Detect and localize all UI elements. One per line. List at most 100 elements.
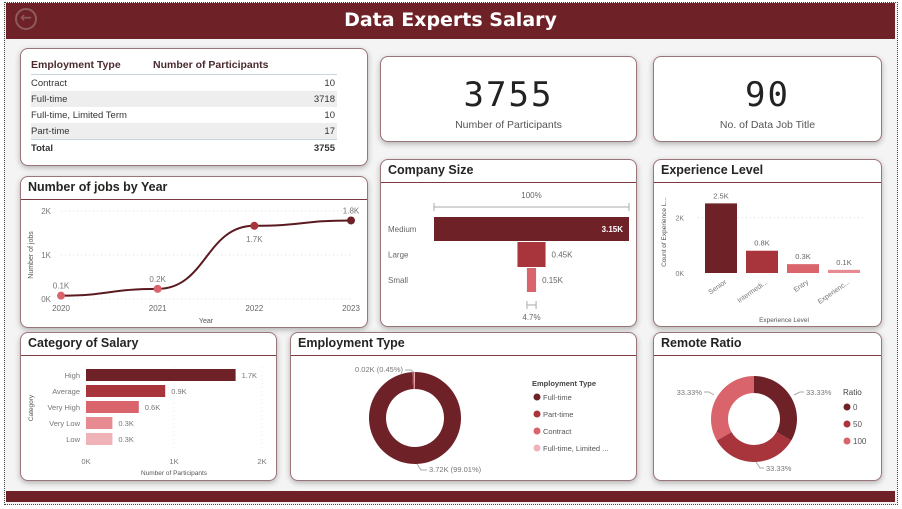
x-tick-label: Senior	[708, 279, 729, 297]
table-row: Contract 10	[31, 75, 337, 91]
legend-marker	[533, 444, 541, 452]
company-size-card: Company Size 100% Medium 3.15K Large 0.45K Sm…	[380, 159, 637, 327]
table-row: Full-time, Limited Term 10	[31, 107, 337, 123]
data-point	[57, 291, 65, 300]
kpi-value: 90	[745, 75, 790, 115]
data-label: 0.1K	[836, 258, 851, 267]
cell-count: 3718	[313, 93, 335, 105]
total-value: 3755	[313, 143, 335, 154]
column-header-employment-type[interactable]: Employment Type	[31, 58, 121, 71]
remote-ratio-card: Remote Ratio 33.33% 33.33% 33.33% Ratio 0 50 1…	[653, 332, 882, 481]
bar	[86, 433, 113, 445]
bar	[705, 203, 737, 273]
donut-slice	[413, 372, 415, 390]
company-size-chart: 100% Medium 3.15K Large 0.45K Small 0.15K 4.7%	[388, 191, 630, 322]
data-label: 2.5K	[713, 191, 728, 200]
data-label: 0.6K	[145, 403, 160, 412]
remote-ratio-chart: 33.33% 33.33% 33.33% Ratio 0 50 100	[677, 376, 867, 473]
data-label: 33.33%	[766, 464, 792, 473]
data-label: 1.7K	[246, 235, 263, 244]
back-arrow-icon[interactable]: ←	[15, 8, 37, 30]
data-label: 0.1K	[53, 282, 70, 291]
jobs-by-year-chart: 0K 1K 2K 2020 2021 2022 2023 Year Number of jobs…	[28, 206, 360, 325]
bar	[86, 417, 113, 429]
header-bar: ← Data Experts Salary	[6, 3, 895, 39]
kpi-value: 3755	[463, 75, 554, 115]
chart-title: Employment Type	[298, 336, 405, 350]
experience-level-card: Experience Level 0K 2K Count of Experience…	[653, 159, 882, 327]
funnel-bar	[434, 217, 629, 241]
x-axis-title: Number of Participants	[141, 470, 208, 477]
legend-item: Part-time	[543, 410, 573, 419]
category-label: Very Low	[49, 419, 80, 428]
title-divider	[291, 355, 636, 356]
data-label: 1.7K	[242, 371, 257, 380]
table-header: Employment Type Number of Participants	[31, 55, 337, 75]
bar	[86, 385, 166, 397]
data-label: 0.3K	[795, 252, 810, 261]
chart-title: Experience Level	[661, 163, 764, 177]
x-tick-label: 2022	[245, 304, 263, 313]
page-title: Data Experts Salary	[344, 9, 557, 31]
cell-type: Full-time	[31, 93, 68, 105]
table-total-row: Total 3755	[31, 139, 337, 157]
chart-title: Company Size	[388, 163, 474, 177]
cell-count: 10	[324, 77, 335, 89]
table-row: Part-time 17	[31, 123, 337, 139]
title-divider	[21, 355, 276, 356]
chart-title: Remote Ratio	[661, 336, 742, 350]
data-label: 0.3K	[118, 419, 133, 428]
table-row: Full-time 3718	[31, 91, 337, 107]
data-label: 3.72K (99.01%)	[429, 465, 482, 474]
legend-marker	[843, 403, 851, 411]
donut-slice	[368, 372, 461, 464]
x-tick-label: Intermedi...	[736, 279, 769, 305]
data-point	[153, 284, 162, 293]
donut-slice	[716, 432, 792, 462]
y-tick-label: 2K	[675, 216, 684, 223]
y-axis-title: Number of jobs	[28, 231, 35, 279]
data-label: 0.02K (0.45%)	[355, 365, 403, 374]
x-tick-label: Experienc...	[817, 279, 851, 306]
category-of-salary-chart: 0K 1K 2K Number of Participants Category High…	[28, 367, 267, 477]
cell-count: 17	[324, 125, 335, 137]
column-header-participants[interactable]: Number of Participants	[153, 58, 269, 71]
donut-slice	[414, 372, 415, 390]
category-label: High	[65, 371, 80, 380]
title-divider	[654, 355, 881, 356]
category-label: Average	[52, 387, 80, 396]
category-label: Low	[66, 435, 80, 444]
legend-marker	[843, 420, 851, 428]
x-tick-label: 1K	[169, 457, 178, 466]
category-of-salary-card: Category of Salary 0K 1K 2K Number of Parti…	[20, 332, 277, 481]
footer-bar	[6, 491, 895, 502]
leader-line	[405, 369, 416, 374]
category-label: Very High	[47, 403, 80, 412]
leader-line	[704, 391, 715, 396]
kpi-card-participants: 3755 Number of Participants	[380, 56, 637, 142]
category-label: Small	[388, 276, 408, 285]
data-point	[250, 221, 259, 230]
chart-title: Category of Salary	[28, 336, 139, 350]
leader-line	[755, 461, 764, 469]
jobs-by-year-card: Number of jobs by Year 0K 1K 2K 2020 2021 202…	[20, 176, 368, 328]
y-axis-title: Count of Experience L...	[661, 197, 668, 267]
kpi-label: No. of Data Job Title	[719, 119, 816, 131]
data-label: 0.45K	[552, 251, 574, 260]
legend-item: 100	[853, 437, 867, 446]
y-tick-label: 1K	[41, 251, 51, 260]
data-label: 0.9K	[171, 387, 186, 396]
category-label: Medium	[388, 225, 417, 234]
funnel-bar	[526, 268, 537, 292]
funnel-top-label: 100%	[521, 191, 541, 200]
x-axis-title: Experience Level	[759, 317, 809, 324]
data-label: 0.8K	[754, 239, 769, 248]
data-label: 0.2K	[149, 275, 166, 284]
y-tick-label: 0K	[675, 271, 684, 278]
legend-title: Employment Type	[532, 379, 596, 388]
data-label: 1.8K	[343, 206, 360, 215]
x-tick-label: 2020	[52, 304, 70, 313]
donut-slice	[711, 376, 754, 441]
donut-slice	[412, 372, 415, 390]
x-axis-title: Year	[199, 318, 214, 325]
